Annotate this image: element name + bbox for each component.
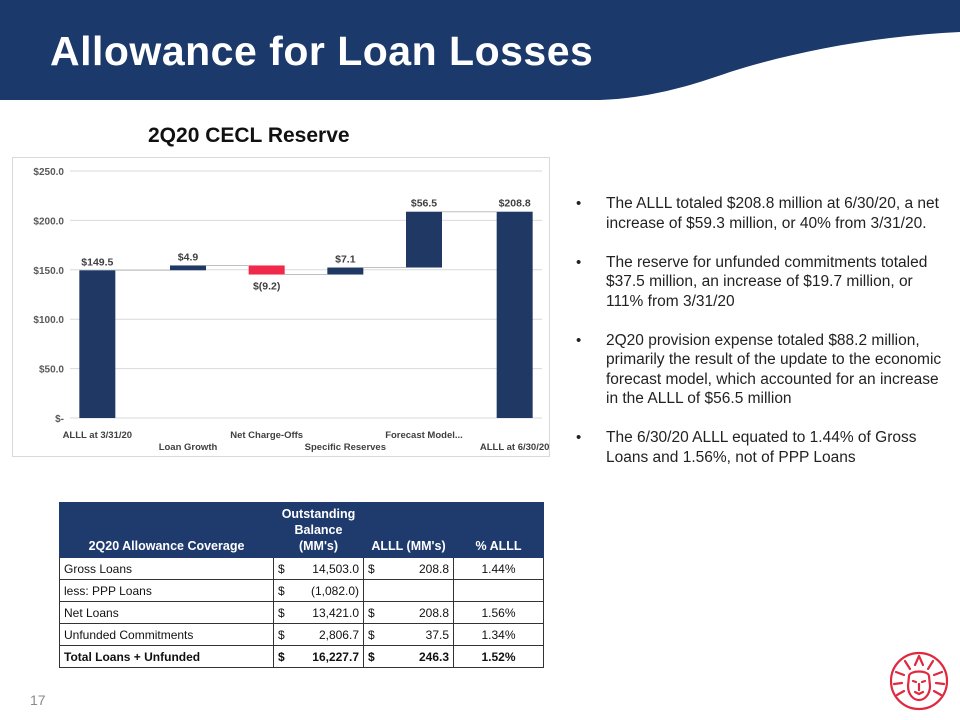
bullet-item: The 6/30/20 ALLL equated to 1.44% of Gro… [572, 428, 942, 467]
alll-value: 246.3 [418, 649, 449, 664]
header-banner: Allowance for Loan Losses [0, 0, 960, 105]
currency-sign: $ [368, 649, 375, 664]
balance-cell: $2,806.7 [273, 623, 364, 646]
currency-sign: $ [278, 649, 285, 664]
data-label: $56.5 [411, 198, 437, 210]
pct-cell: 1.34% [453, 623, 544, 646]
category-label: Forecast Model... [385, 430, 463, 441]
data-label: $7.1 [335, 254, 356, 266]
y-tick-label: $100.0 [33, 315, 64, 326]
currency-sign: $ [278, 561, 285, 576]
row-label: Total Loans + Unfunded [59, 645, 274, 668]
waterfall-bar [496, 211, 533, 418]
balance-value: (1,082.0) [310, 583, 359, 598]
lion-head-icon [888, 650, 950, 712]
balance-cell: $13,421.0 [273, 601, 364, 624]
data-label: $149.5 [81, 256, 113, 268]
alll-cell [363, 579, 454, 602]
chart-title: 2Q20 CECL Reserve [148, 124, 350, 147]
balance-value: 14,503.0 [312, 561, 359, 576]
table-row: Net Loans $13,421.0 $208.8 1.56% [59, 601, 544, 624]
currency-sign: $ [278, 605, 285, 620]
table-header: % ALLL [453, 502, 544, 558]
table-header: 2Q20 Allowance Coverage [59, 502, 274, 558]
currency-sign: $ [368, 627, 375, 642]
alll-cell: $208.8 [363, 601, 454, 624]
page-number: 17 [30, 692, 46, 708]
row-label: Unfunded Commitments [59, 623, 274, 646]
category-label: Specific Reserves [305, 442, 386, 453]
y-tick-label: $150.0 [33, 266, 64, 277]
category-label: Loan Growth [159, 442, 218, 453]
balance-cell: $ (1,082.0) [273, 579, 364, 602]
chart-svg: $- $50.0 $100.0 $150.0 $200.0 $250.0 $149.5 ALL… [12, 157, 550, 457]
bullet-list: The ALLL totaled $208.8 million at 6/30/… [572, 194, 942, 487]
data-label: $4.9 [178, 251, 199, 263]
slide-title: Allowance for Loan Losses [50, 28, 594, 74]
waterfall-bar [406, 211, 442, 268]
pct-cell: 1.56% [453, 601, 544, 624]
balance-value: 16,227.7 [312, 649, 359, 664]
waterfall-bar [79, 270, 116, 418]
alll-value: 208.8 [418, 561, 449, 576]
data-label: $(9.2) [253, 281, 280, 293]
currency-sign: $ [368, 561, 375, 576]
waterfall-bar [327, 267, 364, 275]
waterfall-bar [248, 265, 285, 275]
category-label: ALLL at 6/30/20 [480, 442, 550, 453]
balance-value: 2,806.7 [318, 627, 359, 642]
alll-cell: $246.3 [363, 645, 454, 668]
category-label: Net Charge-Offs [230, 430, 303, 441]
table-row: less: PPP Loans $ (1,082.0) [59, 579, 544, 602]
row-label: less: PPP Loans [59, 579, 274, 602]
allowance-coverage-table: 2Q20 Allowance Coverage Outstanding Bala… [59, 502, 544, 668]
alll-cell: $37.5 [363, 623, 454, 646]
alll-cell: $208.8 [363, 557, 454, 580]
pct-cell: 1.44% [453, 557, 544, 580]
data-label: $208.8 [499, 198, 531, 210]
alll-value: 208.8 [418, 605, 449, 620]
row-label: Gross Loans [59, 557, 274, 580]
currency-sign: $ [368, 605, 375, 620]
y-tick-label: $250.0 [33, 167, 64, 178]
y-tick-label: $- [55, 414, 64, 425]
table-row: Unfunded Commitments $2,806.7 $37.5 1.34… [59, 623, 544, 646]
balance-cell: $14,503.0 [273, 557, 364, 580]
table-header: ALLL (MM's) [363, 502, 454, 558]
table-row: Gross Loans $14,503.0 $208.8 1.44% [59, 557, 544, 580]
y-tick-label: $50.0 [39, 365, 64, 376]
alll-value: 37.5 [425, 627, 449, 642]
balance-cell: $16,227.7 [273, 645, 364, 668]
pct-cell [453, 579, 544, 602]
pct-cell: 1.52% [453, 645, 544, 668]
row-label: Net Loans [59, 601, 274, 624]
waterfall-bar [170, 265, 206, 271]
waterfall-chart: $- $50.0 $100.0 $150.0 $200.0 $250.0 $149.5 ALL… [12, 157, 550, 457]
currency-sign: $ [278, 627, 285, 642]
category-label: ALLL at 3/31/20 [63, 430, 133, 441]
bullet-item: The ALLL totaled $208.8 million at 6/30/… [572, 194, 942, 233]
y-tick-label: $200.0 [33, 216, 64, 227]
bullet-item: 2Q20 provision expense totaled $88.2 mil… [572, 331, 942, 409]
currency-sign: $ [278, 583, 285, 598]
balance-value: 13,421.0 [312, 605, 359, 620]
bullet-item: The reserve for unfunded commitments tot… [572, 253, 942, 312]
table-header: Outstanding Balance (MM's) [273, 502, 364, 558]
header-wave-shape [0, 0, 960, 100]
table-row-total: Total Loans + Unfunded $16,227.7 $246.3 … [59, 645, 544, 668]
